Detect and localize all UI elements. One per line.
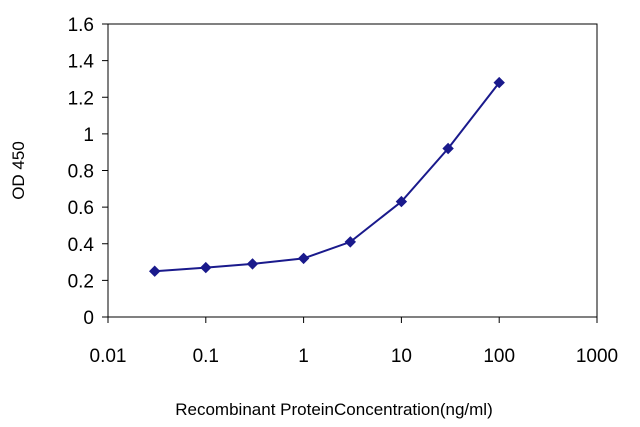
plot-area-frame <box>107 23 598 318</box>
data-point-marker <box>297 252 310 265</box>
data-point-marker <box>442 142 454 155</box>
x-tick-label: 10 <box>391 346 412 367</box>
y-tick-label: 0.6 <box>68 198 94 219</box>
y-tick-label: 0.8 <box>68 162 94 183</box>
data-point-marker <box>148 265 161 277</box>
y-tick-label: 1.6 <box>68 15 94 36</box>
data-point-marker <box>493 76 505 89</box>
y-tick-label: 0.4 <box>68 235 95 256</box>
data-point-marker <box>395 195 408 208</box>
y-tick-label: 1.2 <box>68 88 94 109</box>
y-axis-title: OD 450 <box>9 141 28 200</box>
x-axis-ticks: 0.01 0.1 1 10 100 1000 <box>90 317 618 367</box>
data-point-marker <box>246 258 259 270</box>
data-point-marker <box>200 261 212 274</box>
x-tick-label: 1000 <box>576 346 618 367</box>
y-axis-ticks: 0 0.2 0.4 0.6 0.8 1 1.2 1.4 1.6 <box>68 15 108 329</box>
y-tick-label: 1.4 <box>68 52 95 73</box>
data-point-marker <box>344 236 357 248</box>
x-axis-title: Recombinant ProteinConcentration(ng/ml) <box>175 400 493 419</box>
y-tick-label: 1 <box>83 125 94 146</box>
x-tick-label: 0.1 <box>193 346 219 367</box>
y-tick-label: 0 <box>83 308 94 329</box>
x-tick-label: 100 <box>483 346 515 367</box>
x-tick-label: 0.01 <box>90 346 127 367</box>
y-tick-label: 0.2 <box>68 271 94 292</box>
series-layer <box>148 76 505 277</box>
x-tick-label: 1 <box>298 346 309 367</box>
series-line <box>154 81 500 273</box>
